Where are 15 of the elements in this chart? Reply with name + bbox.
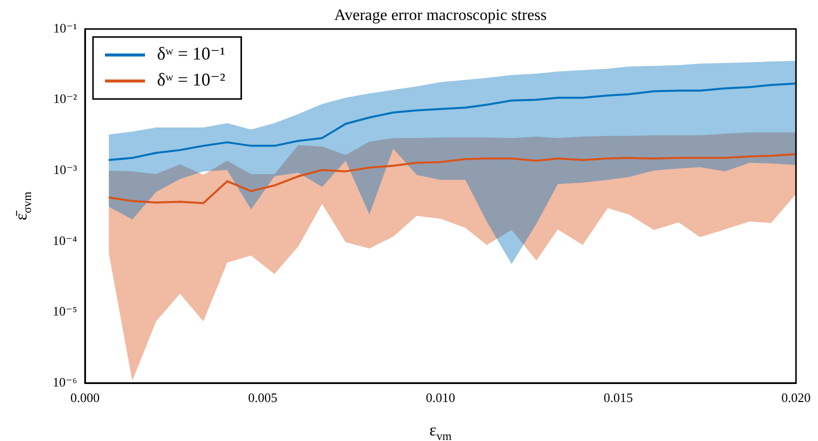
x-tick-label: 0.000 bbox=[70, 390, 100, 406]
y-tick-label: 10⁻⁴ bbox=[52, 232, 78, 248]
y-tick-label: 10⁻⁵ bbox=[52, 304, 77, 319]
legend-label: δʷ = 10⁻¹ bbox=[157, 44, 226, 64]
x-tick-label: 0.010 bbox=[426, 390, 456, 406]
x-tick-label: 0.015 bbox=[604, 390, 633, 406]
y-tick-label: 10⁻³ bbox=[53, 162, 78, 178]
legend-label: δʷ = 10⁻² bbox=[157, 70, 226, 90]
chart-title: Average error macroscopic stress bbox=[334, 7, 547, 24]
y-axis-title: ε̄σvm bbox=[11, 190, 34, 220]
y-tick-label: 10⁻² bbox=[53, 91, 78, 106]
y-tick-label: 10⁻¹ bbox=[53, 20, 78, 36]
x-tick-label: 0.005 bbox=[248, 390, 278, 406]
x-tick-label: 0.020 bbox=[781, 390, 811, 406]
y-tick-label: 10⁻⁶ bbox=[52, 374, 77, 390]
